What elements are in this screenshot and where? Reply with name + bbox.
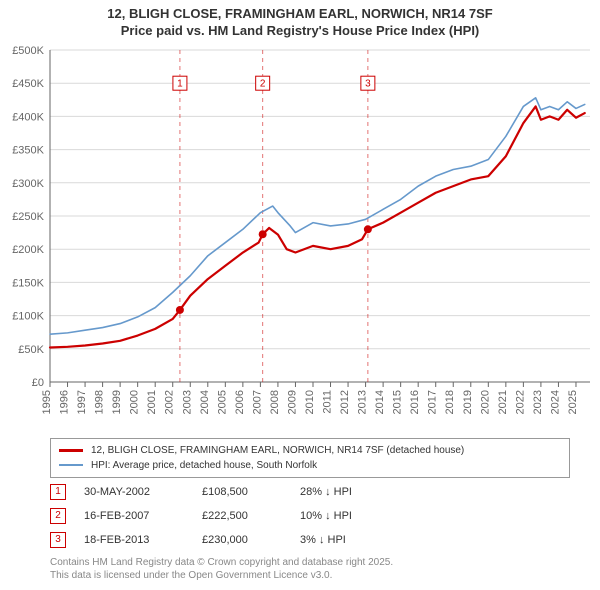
svg-text:2003: 2003 bbox=[181, 390, 193, 414]
svg-text:2009: 2009 bbox=[286, 390, 298, 414]
svg-text:2021: 2021 bbox=[497, 390, 509, 414]
svg-text:£250K: £250K bbox=[12, 211, 44, 223]
marker-table-row: 3 18-FEB-2013 £230,000 3% ↓ HPI bbox=[50, 532, 570, 548]
svg-text:£200K: £200K bbox=[12, 244, 44, 256]
marker-date: 18-FEB-2013 bbox=[84, 534, 184, 546]
marker-badge: 3 bbox=[50, 532, 66, 548]
marker-diff: 3% ↓ HPI bbox=[300, 534, 390, 546]
svg-text:£400K: £400K bbox=[12, 111, 44, 123]
title-line-2: Price paid vs. HM Land Registry's House … bbox=[0, 23, 600, 40]
svg-text:1996: 1996 bbox=[59, 390, 71, 414]
svg-text:1998: 1998 bbox=[94, 390, 106, 414]
svg-text:2019: 2019 bbox=[462, 390, 474, 414]
svg-text:£100K: £100K bbox=[12, 310, 44, 322]
svg-text:2013: 2013 bbox=[357, 390, 369, 414]
svg-text:2002: 2002 bbox=[164, 390, 176, 414]
marker-badge: 1 bbox=[50, 484, 66, 500]
svg-text:2008: 2008 bbox=[269, 390, 281, 414]
svg-text:2025: 2025 bbox=[567, 390, 579, 414]
svg-text:2006: 2006 bbox=[234, 390, 246, 414]
marker-badge: 2 bbox=[50, 508, 66, 524]
svg-text:2015: 2015 bbox=[392, 390, 404, 414]
svg-text:£50K: £50K bbox=[18, 344, 44, 356]
marker-price: £222,500 bbox=[202, 510, 282, 522]
svg-text:£300K: £300K bbox=[12, 178, 44, 190]
chart-title-block: 12, BLIGH CLOSE, FRAMINGHAM EARL, NORWIC… bbox=[0, 0, 600, 42]
svg-text:£0: £0 bbox=[32, 377, 44, 389]
legend-label: 12, BLIGH CLOSE, FRAMINGHAM EARL, NORWIC… bbox=[91, 443, 464, 458]
legend-swatch bbox=[59, 464, 83, 466]
svg-text:2: 2 bbox=[260, 78, 266, 89]
chart-area: £0 £50K £100K £150K £200K £250K £300K £350K £400… bbox=[0, 42, 600, 432]
page-container: 12, BLIGH CLOSE, FRAMINGHAM EARL, NORWIC… bbox=[0, 0, 600, 590]
svg-text:2004: 2004 bbox=[199, 390, 211, 414]
attribution-line-2: This data is licensed under the Open Gov… bbox=[50, 569, 570, 582]
svg-text:2017: 2017 bbox=[427, 390, 439, 414]
marker-price: £108,500 bbox=[202, 486, 282, 498]
svg-text:2016: 2016 bbox=[409, 390, 421, 414]
svg-text:£350K: £350K bbox=[12, 144, 44, 156]
svg-text:2005: 2005 bbox=[216, 390, 228, 414]
marker-diff: 28% ↓ HPI bbox=[300, 486, 390, 498]
svg-text:2012: 2012 bbox=[339, 390, 351, 414]
svg-text:2007: 2007 bbox=[251, 390, 263, 414]
svg-text:1997: 1997 bbox=[76, 390, 88, 414]
svg-text:3: 3 bbox=[365, 78, 371, 89]
marker-date: 16-FEB-2007 bbox=[84, 510, 184, 522]
marker-table-row: 1 30-MAY-2002 £108,500 28% ↓ HPI bbox=[50, 484, 570, 500]
svg-text:2001: 2001 bbox=[146, 390, 158, 414]
svg-text:2023: 2023 bbox=[532, 390, 544, 414]
marker-diff: 10% ↓ HPI bbox=[300, 510, 390, 522]
svg-text:2010: 2010 bbox=[304, 390, 316, 414]
svg-text:1995: 1995 bbox=[41, 390, 53, 414]
attribution: Contains HM Land Registry data © Crown c… bbox=[50, 556, 570, 582]
svg-text:2024: 2024 bbox=[549, 390, 561, 414]
marker-table-row: 2 16-FEB-2007 £222,500 10% ↓ HPI bbox=[50, 508, 570, 524]
svg-text:£150K: £150K bbox=[12, 277, 44, 289]
marker-date: 30-MAY-2002 bbox=[84, 486, 184, 498]
legend-swatch bbox=[59, 449, 83, 452]
svg-text:£500K: £500K bbox=[12, 45, 44, 57]
svg-text:2018: 2018 bbox=[444, 390, 456, 414]
svg-text:2011: 2011 bbox=[322, 390, 334, 414]
marker-price: £230,000 bbox=[202, 534, 282, 546]
svg-text:2022: 2022 bbox=[514, 390, 526, 414]
legend: 12, BLIGH CLOSE, FRAMINGHAM EARL, NORWIC… bbox=[50, 438, 570, 478]
svg-text:2014: 2014 bbox=[374, 390, 386, 414]
line-chart: £0 £50K £100K £150K £200K £250K £300K £350K £400… bbox=[0, 42, 600, 432]
svg-text:1: 1 bbox=[177, 78, 183, 89]
legend-item: HPI: Average price, detached house, Sout… bbox=[59, 458, 561, 473]
svg-text:1999: 1999 bbox=[111, 390, 123, 414]
svg-text:£450K: £450K bbox=[12, 78, 44, 90]
attribution-line-1: Contains HM Land Registry data © Crown c… bbox=[50, 556, 570, 569]
legend-label: HPI: Average price, detached house, Sout… bbox=[91, 458, 317, 473]
legend-item: 12, BLIGH CLOSE, FRAMINGHAM EARL, NORWIC… bbox=[59, 443, 561, 458]
svg-text:2000: 2000 bbox=[129, 390, 141, 414]
title-line-1: 12, BLIGH CLOSE, FRAMINGHAM EARL, NORWIC… bbox=[0, 6, 600, 23]
sale-marker-table: 1 30-MAY-2002 £108,500 28% ↓ HPI 2 16-FEB-200… bbox=[50, 484, 570, 548]
svg-text:2020: 2020 bbox=[479, 390, 491, 414]
